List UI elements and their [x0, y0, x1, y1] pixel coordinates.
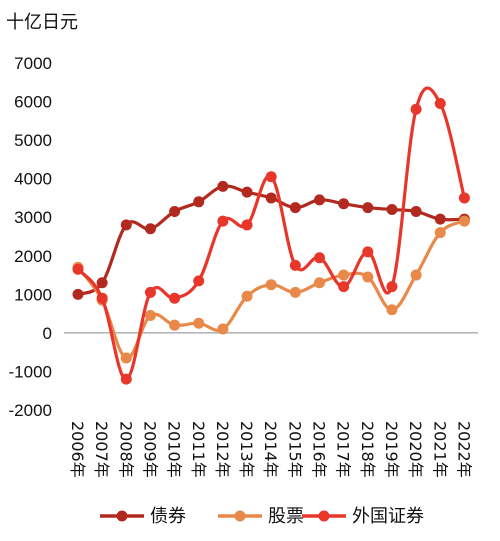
legend-label: 债券 [150, 506, 186, 527]
data-point [193, 275, 205, 287]
data-point [241, 290, 253, 302]
data-point [144, 310, 156, 322]
x-tick-label: 2018年 [358, 421, 377, 478]
x-tick-label: 2016年 [310, 421, 329, 478]
legend-item: 股票 [218, 506, 304, 527]
data-point [193, 196, 205, 208]
y-tick-label: 3000 [14, 208, 52, 227]
legend-marker [234, 510, 246, 522]
x-tick-label: 2020年 [406, 421, 425, 478]
data-point [289, 202, 301, 214]
data-point [434, 97, 446, 109]
series-1 [72, 180, 470, 300]
data-point [144, 286, 156, 298]
y-tick-label: -1000 [9, 362, 52, 381]
x-tick-label: 2019年 [382, 421, 401, 478]
data-point [314, 277, 325, 289]
x-tick-label: 2007年 [92, 421, 111, 478]
y-tick-label: 5000 [14, 131, 52, 150]
legend-marker [318, 510, 330, 522]
legend-label: 外国证券 [352, 506, 424, 527]
x-tick-label: 2014年 [261, 421, 280, 478]
legend-label: 股票 [268, 506, 304, 527]
data-point [120, 219, 132, 231]
data-point [289, 259, 301, 271]
data-point [362, 202, 374, 214]
legend-item: 债券 [100, 506, 186, 527]
data-point [72, 263, 84, 275]
x-tick-label: 2012年 [213, 421, 232, 478]
x-tick-label: 2022年 [454, 421, 473, 478]
data-point [338, 281, 350, 293]
data-point [338, 269, 350, 281]
y-tick-label: 4000 [14, 170, 52, 189]
y-tick-label: 7000 [14, 54, 52, 73]
data-point [265, 192, 277, 204]
series-2 [72, 215, 470, 364]
x-tick-label: 2021年 [430, 421, 449, 478]
data-point [144, 223, 156, 235]
data-point [169, 292, 181, 304]
x-tick-label: 2013年 [237, 421, 256, 478]
y-tick-label: 0 [43, 324, 52, 343]
x-axis-ticks: 2006年 2007年 2008年 2009年 2010年 2011年 2012年 2013年… [68, 421, 473, 478]
data-point [458, 192, 470, 204]
y-axis-ticks: 7000 6000 5000 4000 3000 2000 1000 0 -1000 -2000 [9, 54, 52, 420]
data-point [410, 205, 422, 217]
data-point [434, 227, 446, 239]
x-tick-label: 2011年 [189, 421, 208, 478]
legend: 债券 股票 外国证券 [100, 506, 424, 527]
y-tick-label: 6000 [14, 93, 52, 112]
data-point [217, 180, 229, 192]
data-point [386, 204, 398, 216]
x-tick-label: 2009年 [140, 421, 159, 478]
data-point [241, 186, 253, 198]
data-point [120, 352, 132, 364]
data-point [434, 213, 446, 225]
data-point [241, 219, 253, 231]
y-tick-label: 2000 [14, 247, 52, 266]
x-tick-label: 2015年 [285, 421, 304, 478]
data-point [217, 323, 229, 335]
data-point [193, 317, 205, 329]
data-point [458, 215, 470, 227]
data-point [386, 304, 398, 316]
series-line [76, 86, 466, 381]
data-point [410, 269, 422, 281]
legend-marker [116, 510, 128, 522]
y-tick-label: 1000 [14, 285, 52, 304]
data-point [96, 277, 108, 289]
x-tick-label: 2006年 [68, 421, 87, 478]
data-point [72, 288, 84, 300]
y-tick-label: -2000 [9, 401, 52, 420]
data-point [362, 271, 374, 283]
data-point [314, 252, 325, 264]
data-point [386, 281, 398, 293]
data-point [265, 171, 277, 183]
x-tick-label: 2017年 [334, 421, 353, 478]
data-point [338, 198, 350, 210]
x-tick-label: 2008年 [116, 421, 135, 478]
data-point [314, 194, 325, 206]
y-axis-unit-label: 十亿日元 [6, 12, 78, 33]
legend-item: 外国证券 [302, 506, 424, 527]
x-tick-label: 2010年 [165, 421, 184, 478]
data-point [217, 215, 229, 227]
data-point [96, 292, 108, 304]
data-point [410, 103, 422, 115]
data-point [169, 205, 181, 217]
data-point [169, 319, 181, 331]
data-point [289, 286, 301, 298]
series-3 [72, 86, 470, 385]
data-point [265, 279, 277, 291]
data-point [362, 246, 374, 258]
series-lines [72, 86, 470, 385]
data-point [120, 373, 132, 385]
